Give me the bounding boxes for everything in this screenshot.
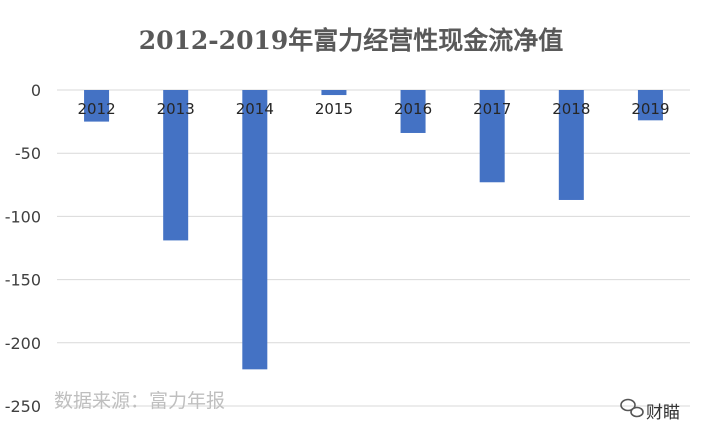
bar-2015	[321, 90, 347, 96]
x-tick-label: 2017	[473, 100, 511, 118]
x-tick-labels: 2012 2013 2014 2015 2016 2017 2018 2019	[77, 100, 669, 118]
bar-2016	[400, 90, 426, 133]
x-tick-label: 2012	[77, 100, 115, 118]
x-tick-label: 2014	[236, 100, 274, 118]
x-tick-label: 2018	[552, 100, 590, 118]
bar-2014	[242, 90, 268, 370]
chart-title: 2012-2019年富力经营性现金流净值	[139, 26, 564, 55]
bar-2018	[558, 90, 584, 200]
source-note: 数据来源：富力年报	[54, 390, 225, 412]
x-tick-label: 2013	[157, 100, 195, 118]
wechat-icon	[620, 398, 644, 418]
bar-2012	[84, 90, 110, 122]
gridlines	[57, 89, 690, 407]
y-tick-label: -50	[15, 144, 41, 163]
y-tick-label: 0	[31, 81, 41, 100]
bar-2013	[163, 90, 189, 241]
y-tick-labels: 0 -50 -100 -150 -200 -250	[5, 81, 41, 416]
bar-2017	[479, 90, 505, 183]
x-tick-label: 2015	[315, 100, 353, 118]
watermark-text: 财瞄	[646, 403, 680, 423]
bars	[84, 90, 663, 370]
y-tick-label: -200	[5, 334, 41, 353]
watermark: 财瞄	[620, 398, 680, 423]
x-tick-label: 2019	[631, 100, 669, 118]
y-tick-label: -100	[5, 207, 41, 226]
x-tick-label: 2016	[394, 100, 432, 118]
y-tick-label: -150	[5, 271, 41, 290]
bar-2019	[637, 90, 663, 121]
y-tick-label: -250	[5, 397, 41, 416]
